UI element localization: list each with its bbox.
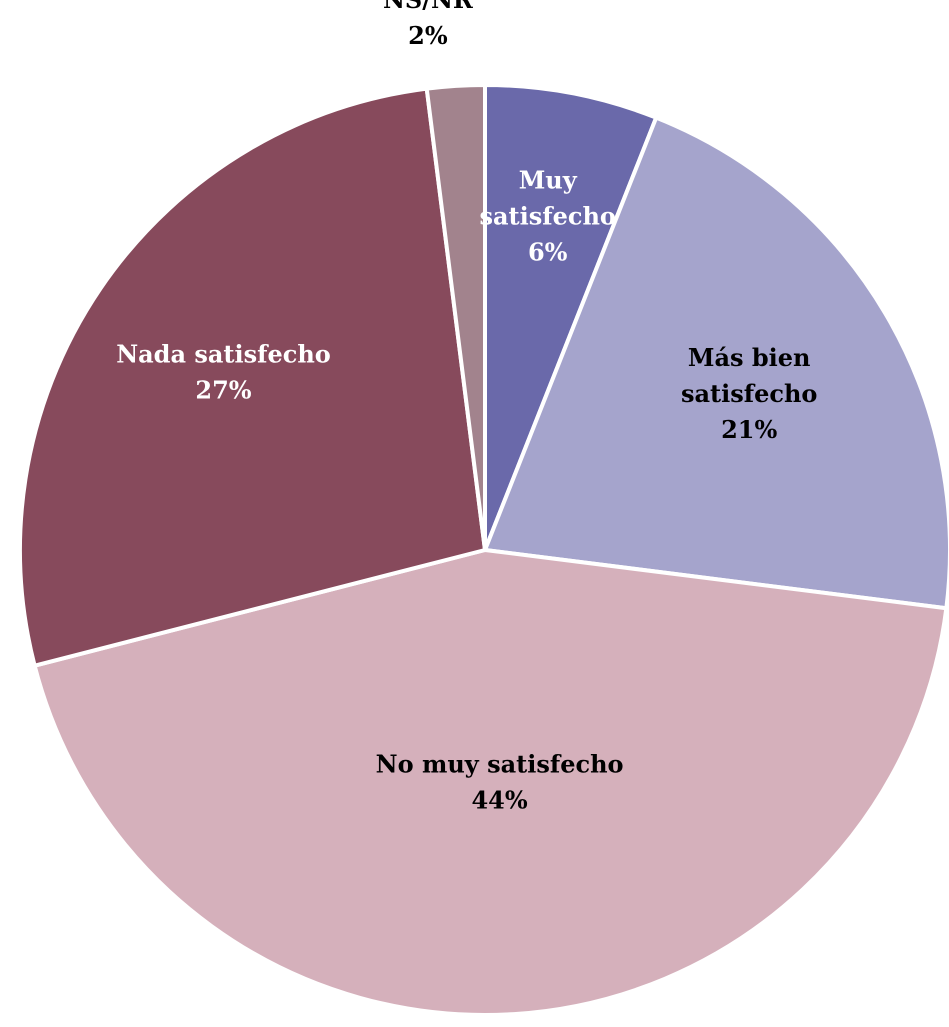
- pie-slice-nada-satisfecho: [18, 86, 487, 668]
- slice-percent-label: 21%: [721, 415, 777, 444]
- slice-percent-label: 6%: [528, 238, 568, 267]
- slice-category-label: No muy satisfecho: [376, 749, 624, 778]
- pie-slice-más-bien-satisfecho: [483, 115, 949, 611]
- slice-percent-label: 2%: [408, 21, 448, 50]
- slice-category-label: Más bien: [688, 343, 811, 372]
- pie-slice-ns-nr: [424, 83, 487, 552]
- slice-category-label: satisfecho: [479, 202, 615, 231]
- slice-percent-label: 27%: [195, 376, 251, 405]
- slices-layer: [18, 83, 949, 1017]
- labels-layer: Muy satisfecho 6% Más bien satisfecho 21% No m…: [116, 0, 817, 814]
- slice-category-label: satisfecho: [681, 379, 817, 408]
- slice-category-label: NS/NR: [383, 0, 474, 14]
- slice-category-label: Nada satisfecho: [116, 340, 331, 369]
- slice-percent-label: 44%: [471, 785, 527, 814]
- slice-category-label: Muy: [519, 166, 578, 195]
- pie-slice-muy-satisfecho: [483, 83, 659, 552]
- pie-slice-no-muy-satisfecho: [32, 548, 949, 1017]
